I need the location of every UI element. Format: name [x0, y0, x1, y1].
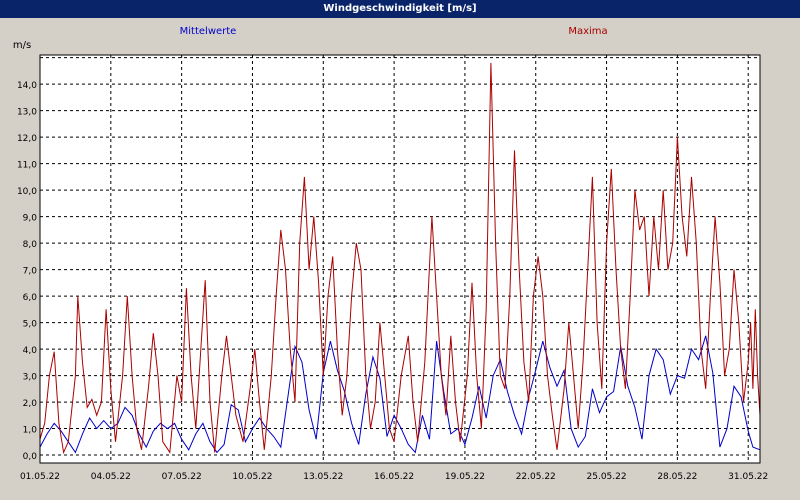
x-axis: 01.05.22 04.05.22 07.05.22 10.05.22 13.05.22…: [20, 472, 768, 482]
y-tick-label: 8,0: [23, 240, 38, 250]
y-axis: 0,0 1,0 2,0 3,0 4,0 5,0 6,0 7,0 8,0 9,0 10,0 11,0 12…: [17, 81, 37, 462]
y-tick-label: 3,0: [23, 373, 38, 383]
y-tick-label: 12,0: [17, 134, 37, 144]
y-tick-label: 13,0: [17, 108, 37, 118]
y-tick-label: 5,0: [23, 320, 38, 330]
x-tick-label: 16.05.22: [374, 472, 414, 482]
y-tick-label: 0,0: [23, 452, 38, 462]
x-tick-label: 22.05.22: [516, 472, 556, 482]
y-tick-label: 9,0: [23, 214, 38, 224]
y-tick-label: 2,0: [23, 399, 38, 409]
x-tick-label: 28.05.22: [657, 472, 697, 482]
y-tick-label: 1,0: [23, 426, 38, 436]
series-maxima-line: [39, 62, 761, 455]
series-mittelwerte-line: [39, 335, 761, 454]
y-axis-unit: m/s: [13, 40, 31, 51]
y-tick-label: 10,0: [17, 187, 37, 197]
y-tick-label: 14,0: [17, 81, 37, 91]
x-tick-label: 25.05.22: [587, 472, 627, 482]
x-tick-label: 01.05.22: [20, 472, 60, 482]
window-title-bar: Windgeschwindigkeit [m/s]: [0, 0, 800, 18]
series-layer: [39, 62, 761, 455]
grid-lines: [40, 55, 760, 463]
x-tick-label: 07.05.22: [162, 472, 202, 482]
legend-mittelwerte: Mittelwerte: [180, 26, 237, 37]
legend-maxima: Maxima: [568, 26, 607, 37]
y-tick-label: 7,0: [23, 267, 38, 277]
wind-speed-chart: 0,0 1,0 2,0 3,0 4,0 5,0 6,0 7,0 8,0 9,0 10,0 11,0 12…: [0, 18, 800, 500]
window-title: Windgeschwindigkeit [m/s]: [323, 3, 477, 14]
y-tick-label: 6,0: [23, 293, 38, 303]
plot-frame: [39, 54, 761, 464]
plot-area: [40, 55, 760, 463]
y-tick-label: 4,0: [23, 346, 38, 356]
x-tick-label: 10.05.22: [232, 472, 272, 482]
x-tick-label: 04.05.22: [91, 472, 131, 482]
x-tick-label: 13.05.22: [303, 472, 343, 482]
x-tick-label: 19.05.22: [445, 472, 485, 482]
y-tick-label: 11,0: [17, 161, 37, 171]
x-tick-label: 31.05.22: [728, 472, 768, 482]
